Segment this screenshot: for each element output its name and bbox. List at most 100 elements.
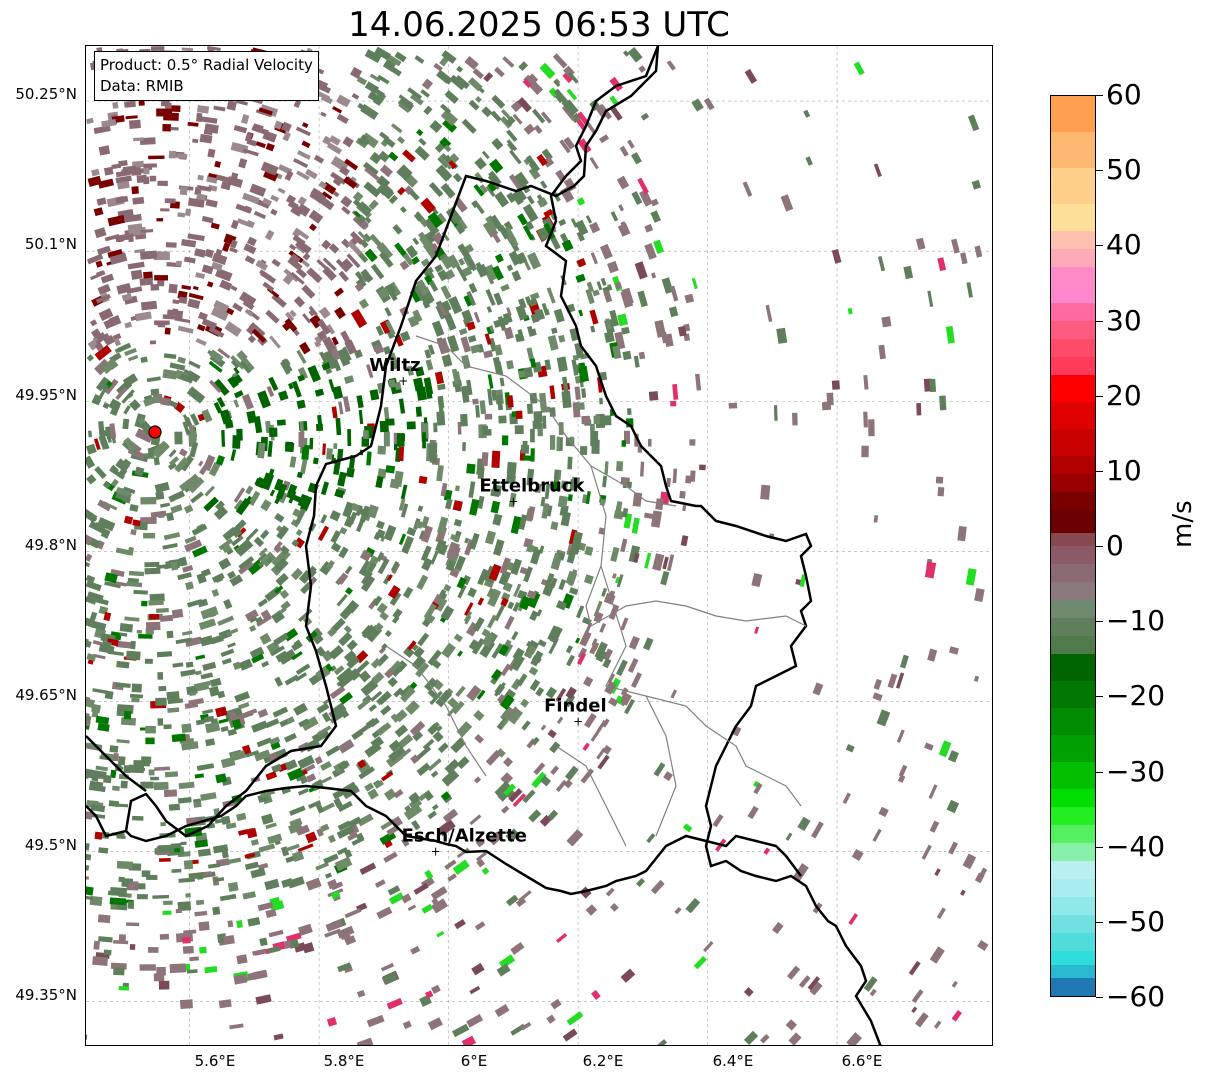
velocity-cell bbox=[393, 687, 404, 698]
velocity-cell bbox=[503, 221, 514, 232]
velocity-cell bbox=[184, 539, 203, 553]
velocity-cell bbox=[397, 186, 406, 196]
colorbar-tick-label: 40 bbox=[1106, 228, 1142, 262]
velocity-cell bbox=[636, 877, 646, 888]
velocity-cell bbox=[428, 280, 439, 292]
lat-label: 49.95°N bbox=[15, 386, 77, 404]
colorbar-tick-label: 60 bbox=[1106, 78, 1142, 111]
velocity-cell bbox=[506, 360, 514, 370]
velocity-cell bbox=[441, 642, 456, 659]
colorbar-tick bbox=[1096, 470, 1103, 472]
velocity-cell bbox=[408, 797, 423, 811]
velocity-cell bbox=[163, 789, 178, 798]
colorbar-band bbox=[1051, 564, 1095, 585]
velocity-cell bbox=[450, 533, 460, 542]
velocity-cell bbox=[390, 66, 402, 77]
velocity-cell bbox=[437, 383, 446, 391]
velocity-cell bbox=[297, 367, 309, 380]
velocity-cell bbox=[180, 669, 196, 677]
velocity-cell bbox=[233, 487, 246, 503]
velocity-cell bbox=[230, 749, 247, 762]
velocity-cell bbox=[579, 886, 592, 899]
velocity-cell bbox=[507, 233, 519, 248]
velocity-cell bbox=[494, 604, 505, 622]
velocity-cell bbox=[305, 168, 318, 180]
velocity-cell bbox=[443, 584, 452, 592]
velocity-cell bbox=[297, 843, 314, 853]
velocity-cell bbox=[407, 249, 417, 259]
velocity-cell bbox=[165, 242, 177, 248]
velocity-cell bbox=[86, 694, 91, 704]
velocity-cell bbox=[469, 532, 480, 550]
velocity-cell bbox=[399, 206, 407, 214]
velocity-cell bbox=[640, 461, 645, 477]
velocity-cell bbox=[337, 760, 350, 771]
velocity-cell bbox=[451, 368, 460, 385]
velocity-cell bbox=[126, 922, 140, 927]
velocity-cell bbox=[144, 658, 153, 664]
velocity-cell bbox=[250, 838, 259, 846]
velocity-cell bbox=[650, 198, 659, 207]
velocity-cell bbox=[489, 325, 495, 333]
velocity-cell bbox=[194, 839, 209, 848]
velocity-cell bbox=[389, 591, 402, 606]
velocity-cell bbox=[579, 445, 588, 455]
velocity-cell bbox=[494, 66, 505, 78]
velocity-cell bbox=[324, 928, 341, 938]
velocity-cell bbox=[189, 956, 199, 962]
radar-map[interactable]: + Wiltz + Ettelbruck + Findel + Esch/Alzette bbox=[85, 45, 993, 1046]
velocity-cell bbox=[332, 190, 340, 198]
velocity-cell bbox=[109, 423, 117, 438]
velocity-cell bbox=[851, 849, 864, 861]
velocity-cell bbox=[575, 273, 586, 283]
velocity-cell bbox=[175, 908, 182, 914]
france-border bbox=[86, 735, 802, 896]
velocity-cell bbox=[126, 286, 143, 294]
velocity-cell bbox=[753, 782, 763, 795]
velocity-cell bbox=[310, 187, 328, 202]
velocity-cell bbox=[334, 306, 346, 320]
velocity-cell bbox=[159, 614, 174, 622]
velocity-cell bbox=[617, 223, 631, 237]
velocity-cell bbox=[553, 79, 561, 88]
velocity-cell bbox=[477, 495, 485, 509]
velocity-cell bbox=[262, 281, 275, 292]
velocity-cell bbox=[254, 749, 271, 762]
velocity-cell bbox=[188, 872, 205, 880]
velocity-cell bbox=[344, 908, 362, 919]
velocity-cell bbox=[446, 254, 460, 269]
velocity-cell bbox=[583, 676, 594, 687]
velocity-cell bbox=[342, 346, 352, 362]
velocity-cell bbox=[435, 212, 447, 225]
velocity-cell bbox=[103, 611, 112, 622]
velocity-cell bbox=[550, 521, 559, 531]
velocity-cell bbox=[109, 745, 119, 753]
velocity-cell bbox=[526, 543, 534, 553]
velocity-cell bbox=[349, 231, 364, 245]
velocity-cell bbox=[277, 187, 286, 194]
velocity-cell bbox=[104, 690, 114, 700]
velocity-cell bbox=[383, 431, 390, 447]
velocity-cell bbox=[368, 703, 377, 712]
colorbar-band bbox=[1051, 285, 1095, 306]
velocity-cell bbox=[423, 377, 434, 395]
velocity-cell bbox=[176, 153, 188, 159]
velocity-cell bbox=[408, 792, 421, 805]
velocity-cell bbox=[221, 658, 232, 665]
colorbar-band bbox=[1051, 915, 1095, 936]
velocity-cell bbox=[205, 199, 218, 208]
velocity-cell bbox=[589, 157, 599, 170]
velocity-cell bbox=[512, 647, 525, 661]
velocity-cell bbox=[400, 503, 409, 518]
velocity-cell bbox=[545, 686, 557, 699]
velocity-cell bbox=[366, 451, 372, 466]
velocity-cell bbox=[939, 395, 947, 411]
velocity-cell bbox=[109, 252, 128, 265]
velocity-cell bbox=[339, 607, 352, 620]
velocity-cell bbox=[413, 212, 423, 222]
colorbar-tick bbox=[1096, 771, 1103, 773]
velocity-cell bbox=[443, 144, 452, 153]
velocity-cell bbox=[334, 488, 345, 499]
velocity-cell bbox=[178, 781, 195, 790]
velocity-cell bbox=[510, 558, 522, 576]
